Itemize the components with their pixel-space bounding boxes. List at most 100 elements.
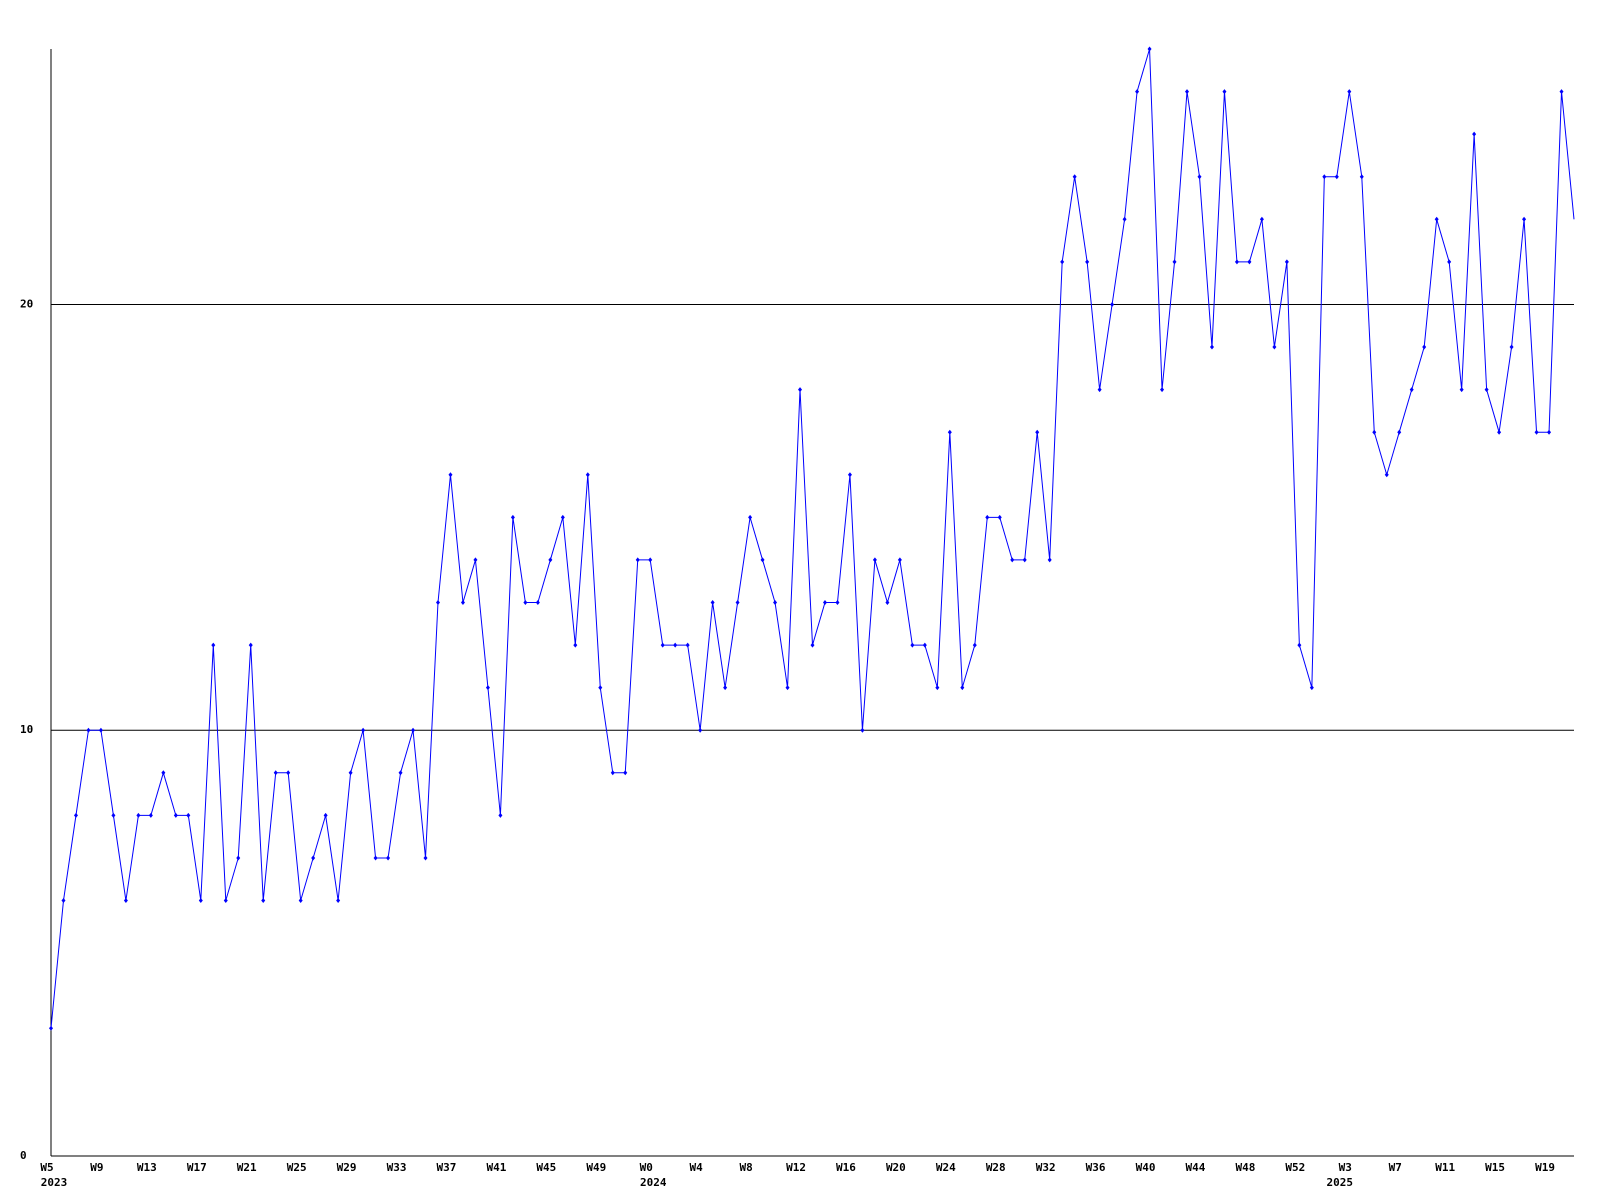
year-label: 2023 [41,1176,68,1189]
point-marker [623,770,628,776]
point-marker [860,727,865,733]
point-marker [223,898,228,904]
point-marker [323,812,328,818]
x-tick-label: W13 [137,1161,157,1174]
x-tick-label: W8 [739,1161,752,1174]
point-marker [1197,174,1202,180]
point-marker [1434,216,1439,222]
point-marker [448,472,453,478]
point-marker [510,514,515,520]
point-marker [336,898,341,904]
point-marker [136,812,141,818]
point-marker [585,472,590,478]
point-marker [1547,429,1552,435]
point-marker [1347,89,1352,95]
point-marker [286,770,291,776]
point-marker [997,514,1002,520]
point-marker [1297,642,1302,648]
point-marker [1035,429,1040,435]
x-tick-label: W19 [1535,1161,1555,1174]
point-marker [123,898,128,904]
point-marker [1259,216,1264,222]
point-marker [1497,429,1502,435]
x-tick-label: W21 [237,1161,257,1174]
point-marker [161,770,166,776]
point-marker [423,855,428,861]
point-marker [1222,89,1227,95]
x-tick-label: W45 [536,1161,556,1174]
point-marker [785,685,790,691]
point-marker [148,812,153,818]
y-tick-label: 20 [20,297,33,310]
x-tick-label: W15 [1485,1161,1505,1174]
x-tick-label: W17 [187,1161,207,1174]
point-marker [610,770,615,776]
point-marker [872,557,877,563]
point-marker [49,1025,53,1031]
point-marker [1534,429,1539,435]
x-tick-label: W40 [1136,1161,1156,1174]
point-marker [1447,259,1452,265]
point-marker [1010,557,1015,563]
point-marker [1247,259,1252,265]
x-tick-label: W41 [486,1161,506,1174]
point-marker [1060,259,1065,265]
point-marker [548,557,553,563]
point-marker [1022,557,1027,563]
point-marker [698,727,703,733]
point-marker [1284,259,1289,265]
point-marker [1459,387,1464,393]
point-marker [773,600,778,605]
year-label: 2024 [640,1176,667,1189]
point-marker [1322,174,1327,180]
point-marker [485,685,490,691]
point-marker [1372,429,1377,435]
point-marker [710,600,715,605]
point-marker [1160,387,1165,393]
point-marker [248,642,253,648]
point-marker [1110,301,1115,307]
point-marker [1085,259,1090,265]
point-marker [198,898,203,904]
point-marker [1384,472,1389,478]
point-marker [1209,344,1214,350]
point-marker [573,642,578,648]
point-marker [560,514,565,520]
point-marker [1185,89,1190,95]
point-marker [798,387,803,393]
x-tick-label: W9 [90,1161,103,1174]
point-marker [1422,344,1427,350]
point-marker [947,429,952,435]
point-marker [1047,557,1052,563]
x-tick-label: W16 [836,1161,856,1174]
point-marker [673,642,678,648]
x-tick-label: W29 [337,1161,357,1174]
point-marker [1122,216,1127,222]
point-marker [972,642,977,648]
x-tick-label: W52 [1285,1161,1305,1174]
point-marker [1559,89,1564,95]
x-tick-label: W33 [387,1161,407,1174]
x-tick-label: W37 [437,1161,457,1174]
point-marker [261,898,266,904]
point-marker [1334,174,1339,180]
point-marker [298,898,303,904]
point-marker [273,770,278,776]
point-marker [598,685,603,691]
point-marker [173,812,178,818]
point-marker [748,514,753,520]
point-marker [473,557,478,563]
point-marker [211,642,216,648]
x-tick-label: W7 [1389,1161,1402,1174]
point-marker [311,855,316,861]
x-tick-label: W49 [586,1161,606,1174]
point-marker [435,600,440,605]
point-marker [922,642,927,648]
point-marker [1147,46,1152,52]
point-marker [660,642,665,648]
y-tick-label: 10 [20,723,33,736]
point-marker [498,812,503,818]
point-marker [1484,387,1489,393]
point-marker [1172,259,1177,265]
